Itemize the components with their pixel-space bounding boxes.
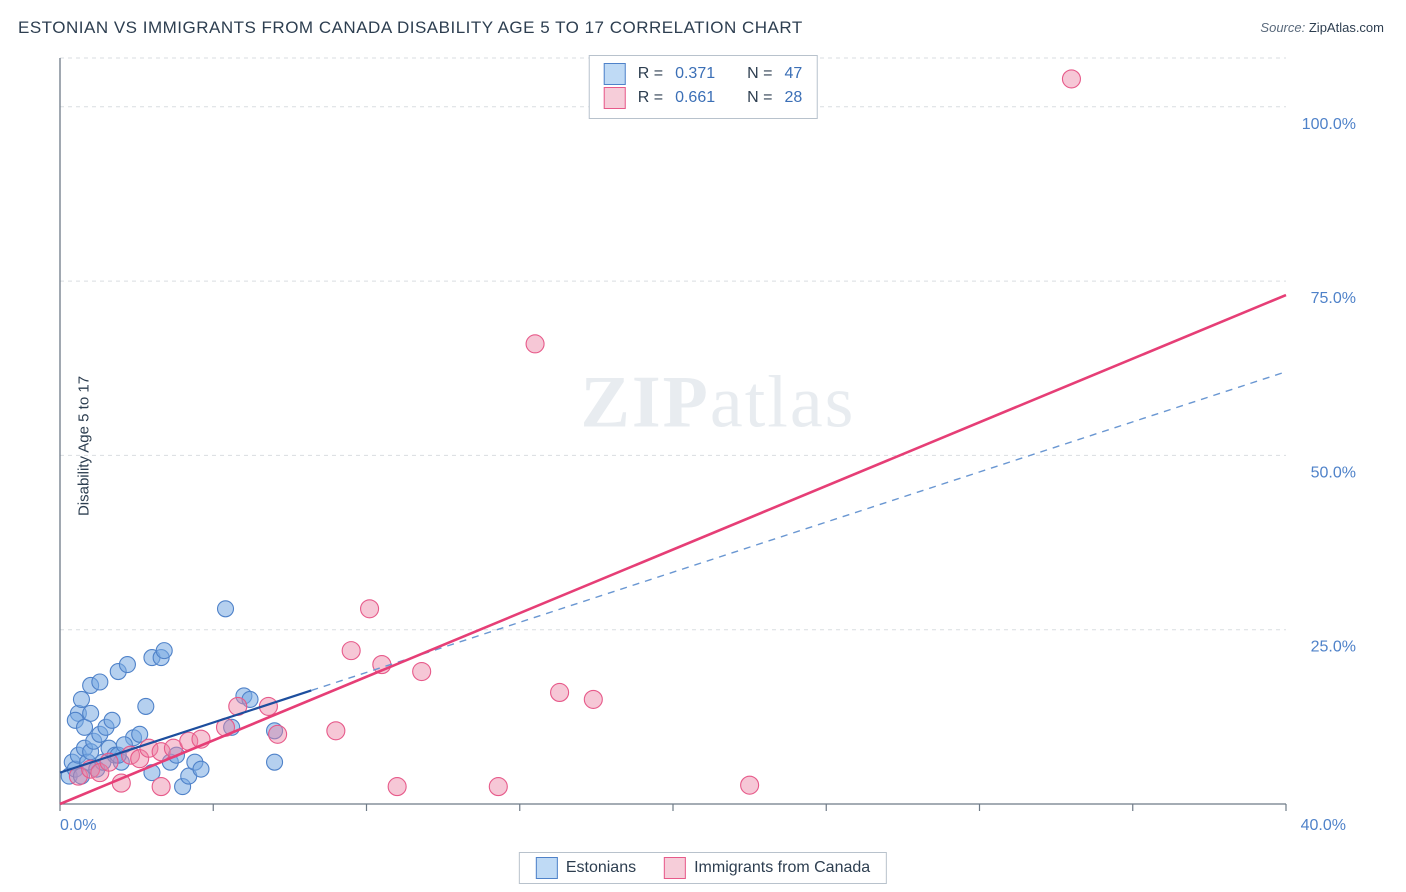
plot-area: 0.0%40.0%25.0%50.0%75.0%100.0% ZIPatlas [50,50,1386,852]
legend-label-0: Estonians [566,859,636,877]
legend-item-1: Immigrants from Canada [664,857,870,879]
label-R: R = [638,62,663,86]
scatter-svg: 0.0% 40.0% 25.0% 50.0% 75.0% 100.0% [50,50,1366,840]
svg-text:75.0%: 75.0% [1311,290,1356,307]
legend-item-0: Estonians [536,857,636,879]
n-value-0: 47 [784,62,802,86]
source-credit: Source: ZipAtlas.com [1260,20,1384,35]
source-label: Source: [1260,20,1305,35]
r-value-0: 0.371 [675,62,715,86]
label-R: R = [638,86,663,110]
legend-label-1: Immigrants from Canada [694,859,870,877]
corr-row-0: R = 0.371 N = 47 [604,62,803,86]
legend-swatch-0 [536,857,558,879]
source-value: ZipAtlas.com [1309,20,1384,35]
svg-text:0.0%: 0.0% [60,817,96,834]
svg-text:40.0%: 40.0% [1301,817,1346,834]
svg-text:25.0%: 25.0% [1311,639,1356,656]
n-value-1: 28 [784,86,802,110]
chart-title: ESTONIAN VS IMMIGRANTS FROM CANADA DISAB… [18,18,803,38]
label-N: N = [747,86,772,110]
correlation-legend: R = 0.371 N = 47 R = 0.661 N = 28 [589,55,818,119]
r-value-1: 0.661 [675,86,715,110]
corr-row-1: R = 0.661 N = 28 [604,86,803,110]
swatch-series-0 [604,63,626,85]
series-legend: Estonians Immigrants from Canada [519,852,887,884]
svg-text:100.0%: 100.0% [1302,116,1356,133]
legend-swatch-1 [664,857,686,879]
chart-container: ESTONIAN VS IMMIGRANTS FROM CANADA DISAB… [0,0,1406,892]
svg-text:50.0%: 50.0% [1311,464,1356,481]
label-N: N = [747,62,772,86]
swatch-series-1 [604,87,626,109]
